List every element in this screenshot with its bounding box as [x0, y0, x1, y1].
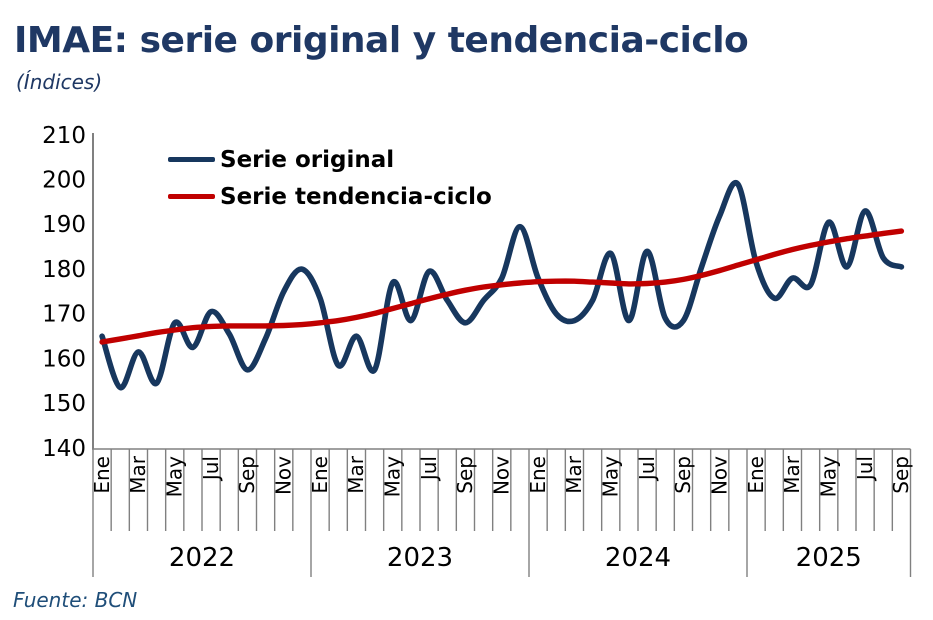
month-tick-label: Jul	[635, 456, 659, 482]
y-axis-label: 180	[42, 257, 86, 283]
legend-item-tendencia-ciclo: Serie tendencia-ciclo	[168, 178, 492, 215]
month-tick-label: Ene	[526, 456, 550, 494]
legend-label-serie-original: Serie original	[220, 146, 395, 173]
y-axis-label: 170	[42, 302, 86, 328]
chart-legend: Serie original Serie tendencia-ciclo	[168, 141, 492, 215]
y-axis-label: 140	[42, 436, 86, 462]
page-subtitle: (Índices)	[16, 70, 103, 94]
month-tick-label: Nov	[490, 456, 514, 495]
month-tick-label: May	[163, 456, 187, 498]
month-tick-label: Nov	[272, 456, 296, 495]
year-label: 2023	[387, 543, 453, 573]
month-tick-label: May	[599, 456, 623, 498]
page-title: IMAE: serie original y tendencia-ciclo	[14, 20, 749, 61]
tendencia-ciclo-path	[99, 228, 905, 345]
month-tick-label: Ene	[308, 456, 332, 494]
month-tick-label: Mar	[780, 455, 804, 494]
month-tick-label: Sep	[453, 456, 477, 494]
source-note: Fuente: BCN	[13, 588, 138, 612]
month-tick-label: Ene	[90, 456, 114, 494]
month-tick-label: Nov	[708, 456, 732, 495]
month-tick-label: Jul	[199, 456, 223, 482]
month-tick-label: Jul	[853, 456, 877, 482]
month-tick-label: Ene	[744, 456, 768, 494]
month-tick-label: Sep	[235, 456, 259, 494]
month-tick-label: Sep	[889, 456, 913, 494]
y-axis-label: 150	[42, 391, 86, 417]
month-tick-label: Mar	[126, 455, 150, 494]
y-axis-label: 190	[42, 212, 86, 238]
y-axis-label: 200	[42, 168, 86, 194]
month-tick-label: May	[817, 456, 841, 498]
year-label: 2025	[796, 543, 862, 573]
tendencia-ciclo-line-swatch	[168, 194, 215, 199]
month-tick-label: Sep	[671, 456, 695, 494]
month-tick-label: Jul	[417, 456, 441, 482]
month-tick-label: Mar	[562, 455, 586, 494]
y-axis-label: 160	[42, 346, 86, 372]
serie-original-line-swatch	[168, 157, 215, 162]
year-label: 2022	[169, 543, 235, 573]
year-label: 2024	[605, 543, 671, 573]
legend-item-serie-original: Serie original	[168, 141, 492, 178]
legend-label-tendencia-ciclo: Serie tendencia-ciclo	[220, 183, 492, 210]
serie-original-path	[99, 179, 905, 391]
y-axis-label: 210	[42, 123, 86, 149]
month-tick-label: May	[381, 456, 405, 498]
month-tick-label: Mar	[344, 455, 368, 494]
